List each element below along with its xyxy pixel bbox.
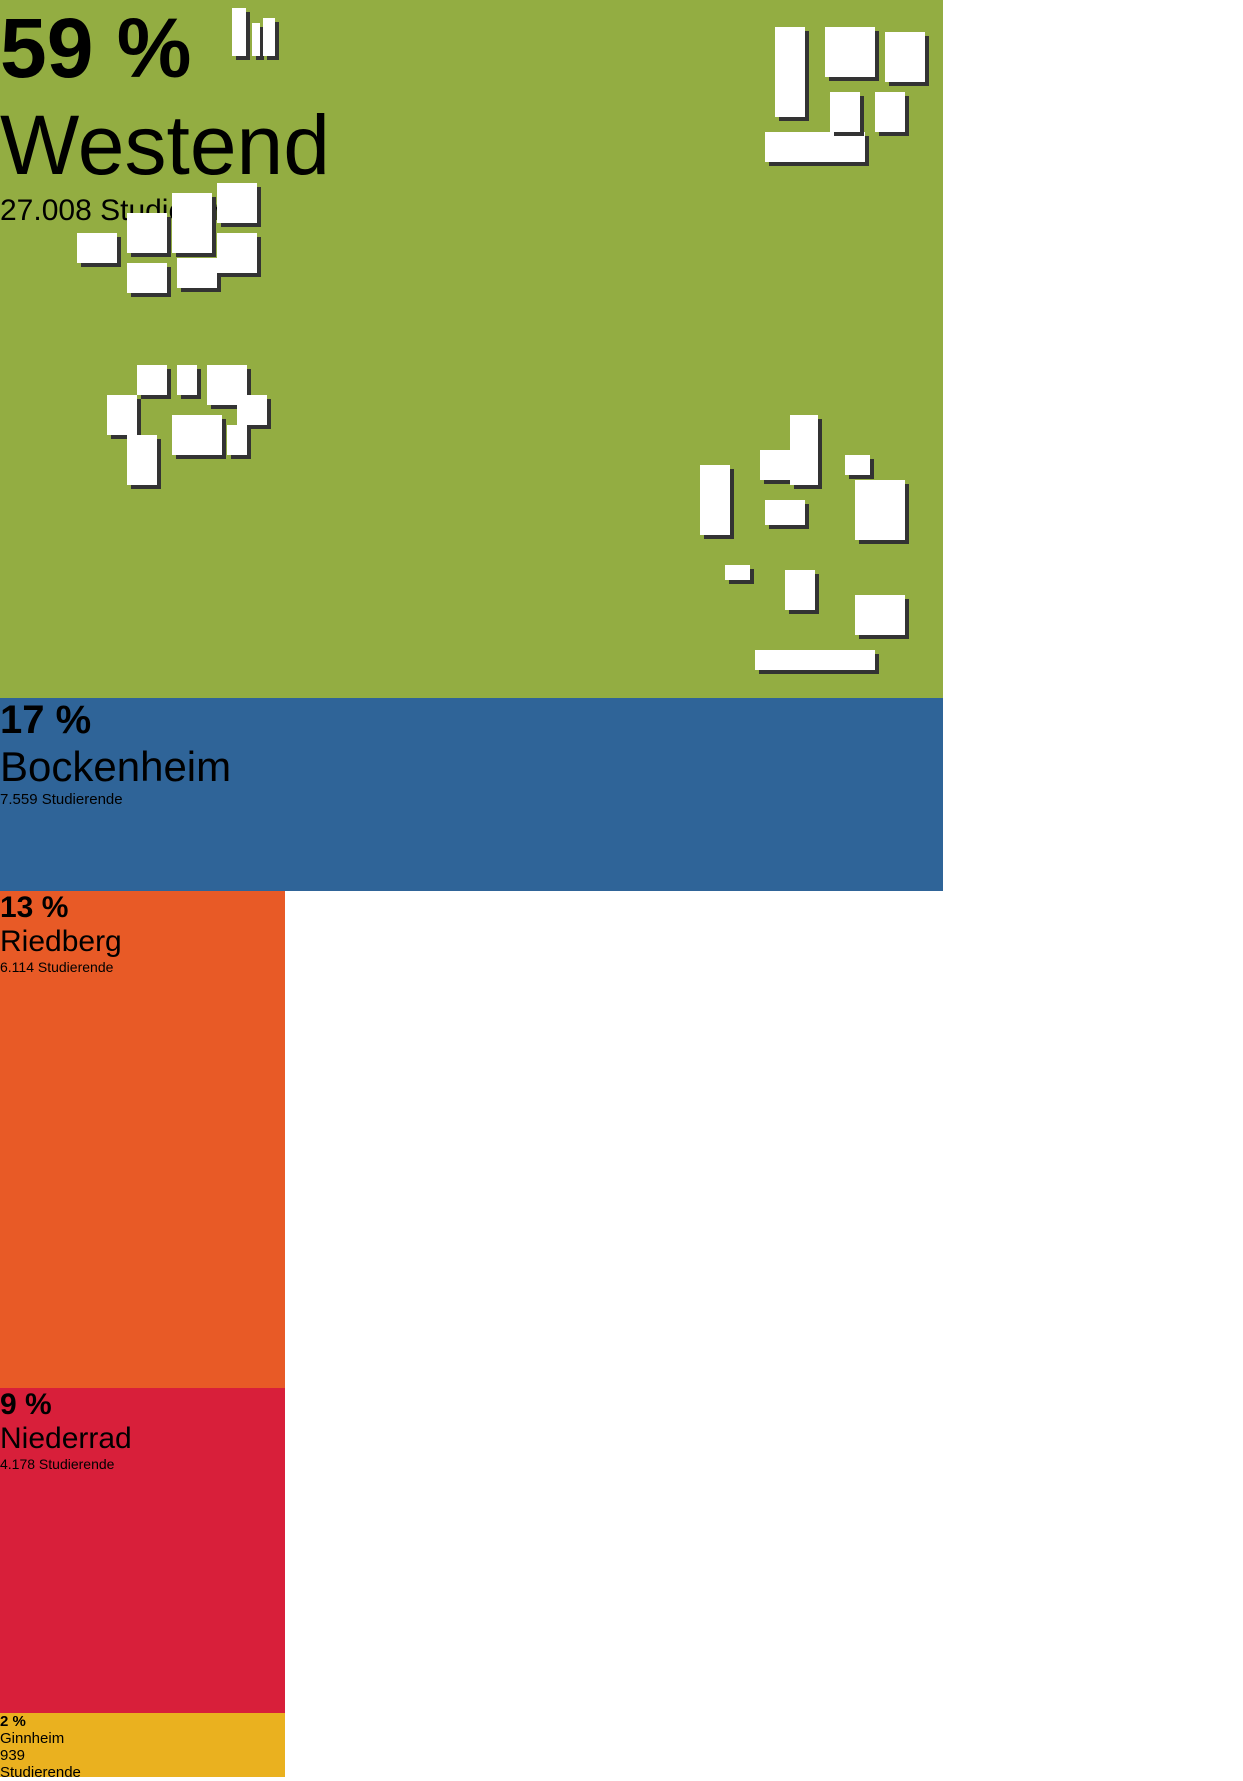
building-icon [785, 570, 815, 610]
building-icon [107, 395, 137, 435]
building-icon [825, 27, 875, 77]
building-icon [725, 565, 750, 580]
building-icon [765, 132, 865, 162]
tile-label: Niederrad [0, 1422, 132, 1455]
tile-label: Bockenheim [0, 743, 232, 790]
tile-sublabel: 939 Studierende [0, 1747, 81, 1781]
building-icon [885, 32, 925, 82]
building-icon [177, 365, 197, 395]
building-icon [137, 365, 167, 395]
building-icon [217, 233, 257, 273]
building-icon [172, 415, 222, 455]
building-icon [760, 450, 790, 480]
building-icon [263, 18, 275, 56]
building-icon [830, 92, 860, 132]
tile-label: Riedberg [0, 925, 122, 958]
tile-value: 9 % [0, 1388, 52, 1421]
building-icon [127, 435, 157, 485]
page: 59 % Westend 27.008 Studierende 17 % Bockenh… [0, 0, 943, 1781]
building-icon [177, 258, 217, 288]
tile: 2 % Ginnheim 939 Studierende [0, 8, 285, 1781]
building-icon [232, 8, 246, 56]
building-icon [237, 395, 267, 425]
tile: 9 % Niederrad 4.178 Studierende [0, 183, 285, 1713]
building-icon [227, 425, 247, 455]
tile-value: 17 % [0, 698, 92, 742]
building-icon [127, 263, 167, 293]
building-icon [765, 500, 805, 525]
building-icon [252, 23, 260, 56]
tile-label: Ginnheim [0, 1730, 65, 1747]
building-icon [855, 595, 905, 635]
building-icon [217, 183, 257, 223]
building-icon [855, 480, 905, 540]
building-icon [700, 465, 730, 535]
building-icon [127, 213, 167, 253]
building-icon [755, 650, 875, 670]
building-icon [172, 193, 212, 253]
tile: 17 % Bockenheim 7.559 Studierende [0, 27, 943, 891]
tile-value: 59 % [0, 1, 192, 95]
building-icon [775, 27, 805, 117]
tile-value: 13 % [0, 891, 69, 924]
tile-label: Westend [0, 98, 330, 192]
tile-sublabel: 7.559 Studierende [0, 791, 123, 808]
tile-sublabel: 4.178 Studierende [0, 1456, 115, 1472]
tile: 13 % Riedberg 6.114 Studierende [0, 365, 285, 1388]
tile-value: 2 % [0, 1713, 26, 1730]
building-icon [790, 415, 818, 485]
building-icon [845, 455, 870, 475]
tile-sublabel: 6.114 Studierende [0, 959, 114, 975]
building-icon [875, 92, 905, 132]
building-icon [77, 233, 117, 263]
